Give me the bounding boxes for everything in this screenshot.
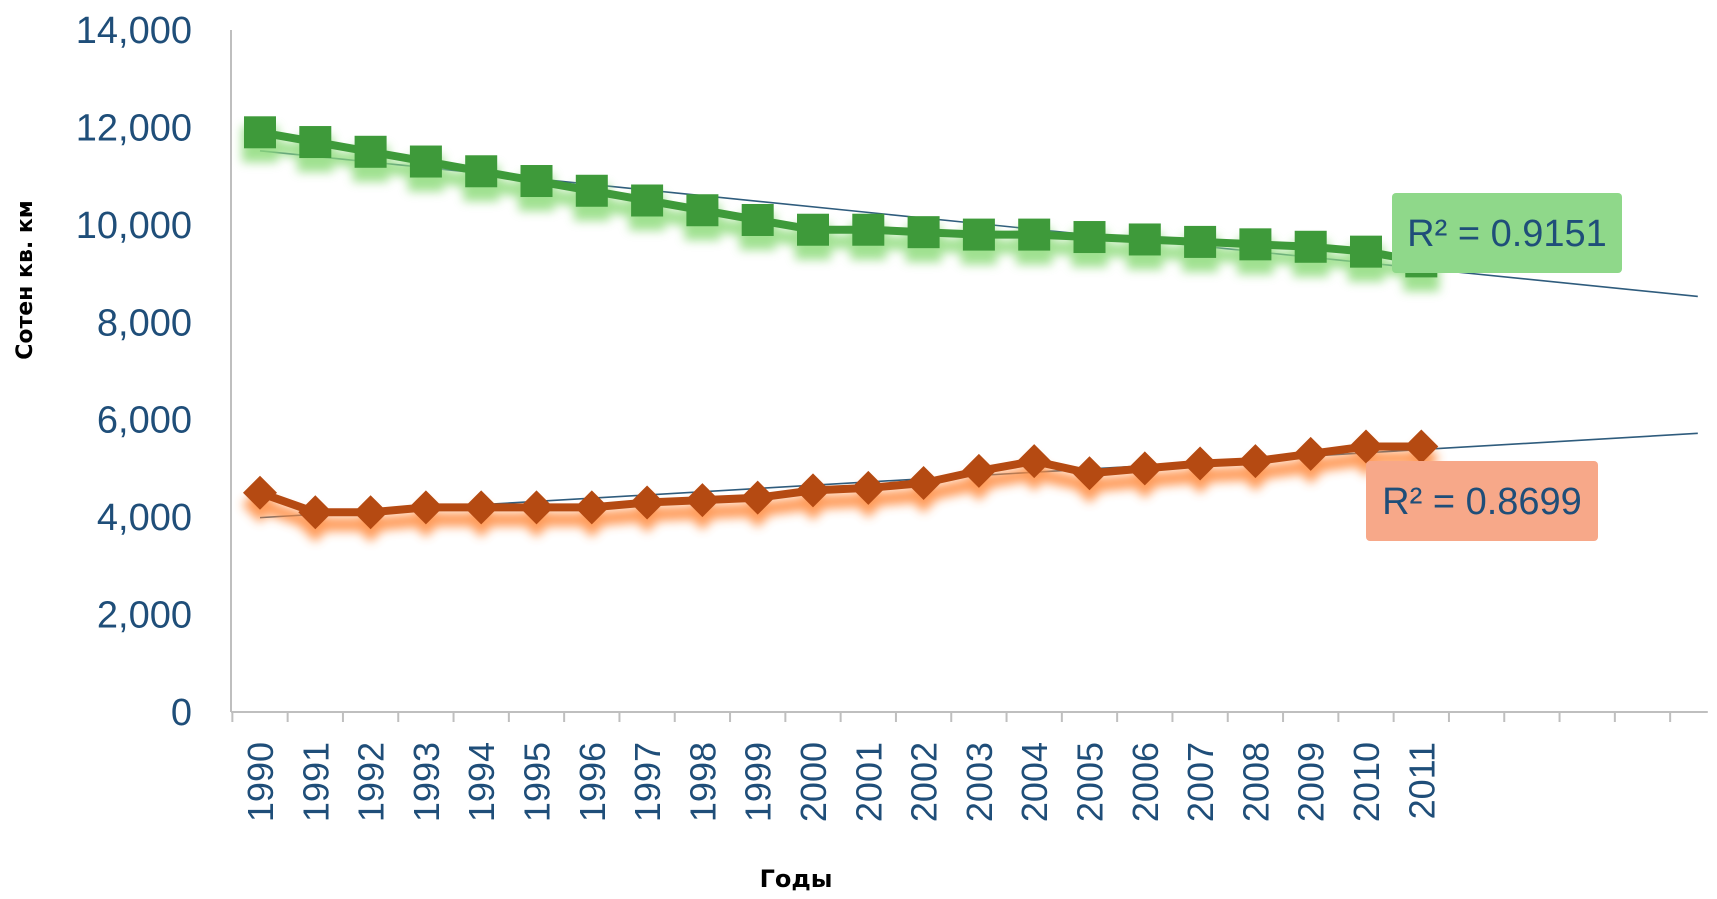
series-line — [259, 128, 1422, 266]
x-tick-label: 2007 — [1180, 742, 1221, 822]
y-tick-label: 2,000 — [97, 595, 192, 637]
data-point-square — [520, 165, 553, 198]
data-point-square — [1073, 221, 1106, 254]
data-point-diamond — [796, 473, 830, 508]
data-point-diamond — [1127, 451, 1162, 486]
data-point-diamond — [574, 490, 609, 525]
r2-annotations: R² = 0.9151 R² = 0.8699 — [1366, 193, 1622, 541]
data-point-square — [1294, 230, 1327, 263]
data-point-diamond — [1183, 446, 1218, 481]
data-series — [242, 116, 1440, 292]
data-point-square — [299, 126, 332, 159]
x-tick-label: 1994 — [461, 742, 502, 822]
data-point-diamond — [961, 453, 996, 488]
data-point-square — [1018, 218, 1051, 251]
data-point-square — [354, 135, 387, 168]
data-point-diamond — [1238, 444, 1273, 479]
r2-box — [1392, 193, 1622, 273]
data-point-square — [797, 213, 829, 246]
y-tick-label: 6,000 — [97, 400, 192, 442]
data-point-diamond — [1072, 456, 1107, 491]
x-tick-label: 2009 — [1291, 742, 1332, 822]
data-series — [242, 429, 1440, 543]
y-axis-title: Сотен кв. км — [13, 200, 38, 360]
data-point-square — [465, 155, 498, 188]
data-point-diamond — [353, 495, 388, 530]
data-point-diamond — [1017, 444, 1052, 479]
data-point-diamond — [1349, 429, 1383, 464]
data-point-square — [244, 116, 276, 149]
y-tick-label: 10,000 — [76, 205, 192, 247]
y-tick-label: 12,000 — [76, 107, 192, 149]
x-tick-label: 2006 — [1125, 742, 1166, 822]
y-tick-label: 4,000 — [97, 497, 192, 539]
data-point-diamond — [630, 485, 665, 520]
x-axis-ticks: 1990 1991 1992 1993 1994 1995 1996 1997 1998 1999… — [240, 742, 1442, 822]
x-tick-label: 2003 — [959, 742, 1000, 822]
data-point-diamond — [740, 480, 775, 515]
data-point-square — [686, 194, 719, 227]
series-glow-line — [257, 451, 1422, 532]
r2-label: R² = 0.8699 — [1382, 481, 1582, 523]
data-point-diamond — [464, 490, 499, 525]
r2-annotation: R² = 0.8699 — [1366, 461, 1598, 541]
x-tick-label: 1997 — [627, 742, 668, 822]
data-point-square — [575, 174, 608, 207]
data-point-diamond — [685, 483, 720, 518]
y-axis-ticks: 0 2,000 4,000 6,000 8,000 10,000 12,000 14,000 — [76, 10, 192, 734]
x-tick-label: 2008 — [1235, 742, 1276, 822]
x-axis-title: Годы — [760, 865, 833, 893]
data-point-square — [907, 216, 940, 249]
x-tick-label: 1991 — [295, 742, 336, 822]
series-glow-line — [258, 137, 1423, 281]
r2-label: R² = 0.9151 — [1407, 213, 1607, 255]
data-point-diamond — [408, 490, 443, 525]
x-tick-label: 2001 — [848, 742, 889, 822]
x-tick-label: 2010 — [1346, 742, 1387, 822]
data-point-diamond — [1404, 429, 1439, 464]
y-tick-label: 8,000 — [97, 302, 192, 344]
x-tick-label: 2002 — [904, 742, 945, 822]
x-tick-label: 2004 — [1014, 742, 1055, 822]
x-tick-label: 1995 — [517, 742, 558, 822]
series-line — [258, 442, 1422, 517]
data-point-diamond — [1293, 436, 1328, 471]
data-point-square — [1128, 223, 1161, 256]
r2-box — [1366, 461, 1598, 541]
x-tick-label: 1998 — [682, 742, 723, 822]
x-tick-label: 1993 — [406, 742, 447, 822]
x-tick-label: 1999 — [738, 742, 779, 822]
data-point-diamond — [519, 490, 554, 525]
x-tick-label: 1990 — [240, 742, 281, 822]
x-tick-label: 2000 — [793, 742, 834, 822]
data-point-square — [1184, 225, 1217, 258]
data-point-square — [852, 213, 885, 246]
data-point-square — [741, 203, 774, 236]
data-point-diamond — [906, 466, 941, 501]
data-point-diamond — [851, 470, 886, 505]
data-point-square — [1239, 228, 1272, 261]
y-tick-label: 14,000 — [76, 10, 192, 52]
data-point-square — [1350, 235, 1382, 268]
x-tick-label: 2011 — [1401, 742, 1442, 819]
data-point-diamond — [298, 495, 333, 530]
series-layer — [242, 116, 1440, 543]
x-tick-label: 2005 — [1070, 742, 1111, 822]
data-point-diamond — [243, 475, 277, 510]
x-tick-label: 1996 — [572, 742, 613, 822]
y-tick-label: 0 — [171, 692, 192, 734]
x-tick-label: 1992 — [351, 742, 392, 822]
data-point-square — [631, 184, 664, 217]
r2-annotation: R² = 0.9151 — [1392, 193, 1622, 273]
axes — [230, 30, 1708, 722]
data-point-square — [962, 218, 995, 251]
data-point-square — [409, 145, 442, 178]
